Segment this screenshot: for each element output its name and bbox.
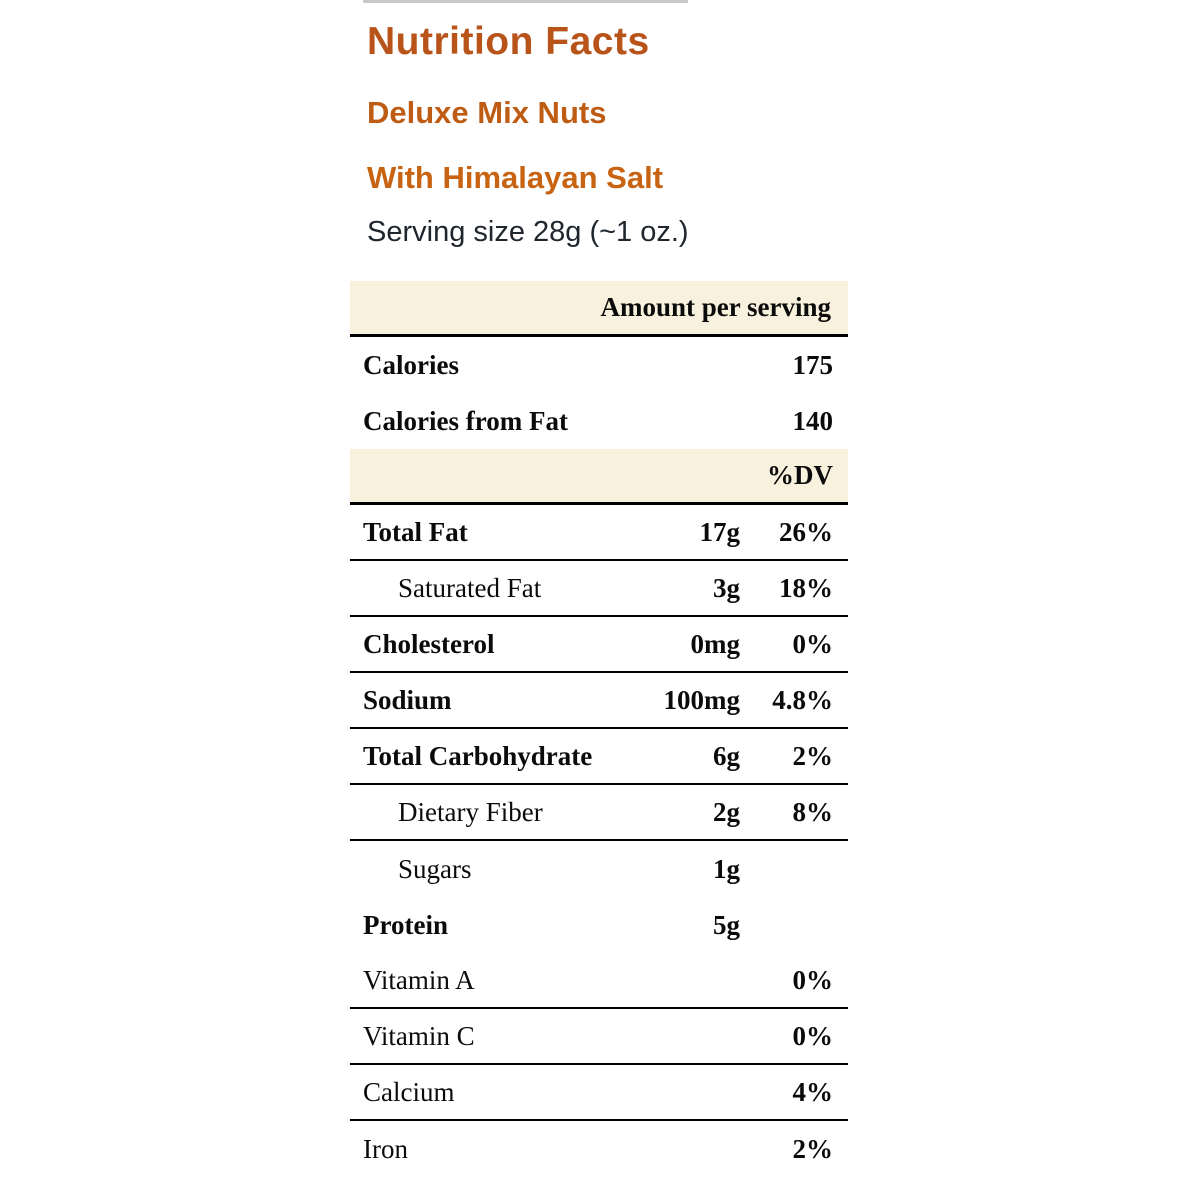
nutrient-label: Sugars xyxy=(398,853,472,884)
nutrient-label: Cholesterol xyxy=(363,628,495,659)
table-row-sugars: Sugars 1g xyxy=(350,841,848,897)
nutrient-amount: 3g xyxy=(713,572,740,603)
nutrient-label: Calories xyxy=(363,349,459,380)
nutrient-label: Calories from Fat xyxy=(363,405,568,436)
table-row-total-fat: Total Fat 17g 26% xyxy=(350,505,848,561)
table-row-cholesterol: Cholesterol 0mg 0% xyxy=(350,617,848,673)
table-row-protein: Protein 5g xyxy=(350,897,848,953)
nutrient-label: Iron xyxy=(363,1133,408,1164)
nutrient-value: 175 xyxy=(792,349,834,380)
nutrient-amount: 1g xyxy=(713,853,740,884)
table-row-sodium: Sodium 100mg 4.8% xyxy=(350,673,848,729)
nutrient-amount: 0mg xyxy=(690,628,741,659)
product-variant: With Himalayan Salt xyxy=(367,160,664,195)
nutrient-value: 8% xyxy=(792,796,834,827)
nutrient-label: Sodium xyxy=(363,684,452,715)
nutrient-label: Calcium xyxy=(363,1076,455,1107)
nutrient-value: 26% xyxy=(779,516,833,547)
nutrient-label: Vitamin C xyxy=(363,1020,475,1051)
product-name: Deluxe Mix Nuts xyxy=(367,95,607,130)
nutrient-label: Dietary Fiber xyxy=(398,796,543,827)
table-row-total-carbohydrate: Total Carbohydrate 6g 2% xyxy=(350,729,848,785)
nutrient-label: Saturated Fat xyxy=(398,572,542,603)
nutrient-amount: 2g xyxy=(713,796,740,827)
table-row-saturated-fat: Saturated Fat 3g 18% xyxy=(350,561,848,617)
table-row-dietary-fiber: Dietary Fiber 2g 8% xyxy=(350,785,848,841)
table-row-calories-from-fat: Calories from Fat 140 xyxy=(350,393,848,449)
serving-size-text: Serving size 28g (~1 oz.) xyxy=(367,216,689,248)
nutrient-label: Vitamin A xyxy=(363,964,475,995)
nutrition-label: Nutrition Facts Deluxe Mix Nuts With Him… xyxy=(350,0,848,1177)
nutrient-label: Total Fat xyxy=(363,516,468,547)
nutrient-value: 4.8% xyxy=(772,684,833,715)
nutrient-value: 0% xyxy=(792,1020,834,1051)
top-border-line xyxy=(363,0,688,3)
table-row-vitamin-c: Vitamin C 0% xyxy=(350,1009,848,1065)
nutrient-amount: 5g xyxy=(713,909,740,940)
nutrient-value: 0% xyxy=(792,964,834,995)
nutrient-value: 2% xyxy=(792,740,834,771)
nutrient-amount: 100mg xyxy=(663,684,741,715)
nutrient-label: Total Carbohydrate xyxy=(363,740,593,771)
nutrient-amount: 6g xyxy=(713,740,740,771)
nutrition-facts-table: Amount per serving Calories 175 Calories… xyxy=(350,281,848,1177)
table-row-vitamin-a: Vitamin A 0% xyxy=(350,953,848,1009)
table-row-iron: Iron 2% xyxy=(350,1121,848,1177)
nutrient-value: 140 xyxy=(792,405,834,436)
amount-per-serving-header: Amount per serving xyxy=(600,292,831,322)
page-title: Nutrition Facts xyxy=(367,20,650,63)
table-row-calories: Calories 175 xyxy=(350,337,848,393)
nutrient-value: 18% xyxy=(779,572,833,603)
dv-header: %DV xyxy=(767,460,833,490)
nutrient-amount: 17g xyxy=(699,516,741,547)
table-row-calcium: Calcium 4% xyxy=(350,1065,848,1121)
nutrient-value: 0% xyxy=(792,628,834,659)
dv-header-row: %DV xyxy=(350,449,848,505)
nutrient-label: Protein xyxy=(363,909,448,940)
nutrient-value: 4% xyxy=(792,1076,834,1107)
amount-per-serving-header-row: Amount per serving xyxy=(350,281,848,337)
nutrient-value: 2% xyxy=(792,1133,834,1164)
